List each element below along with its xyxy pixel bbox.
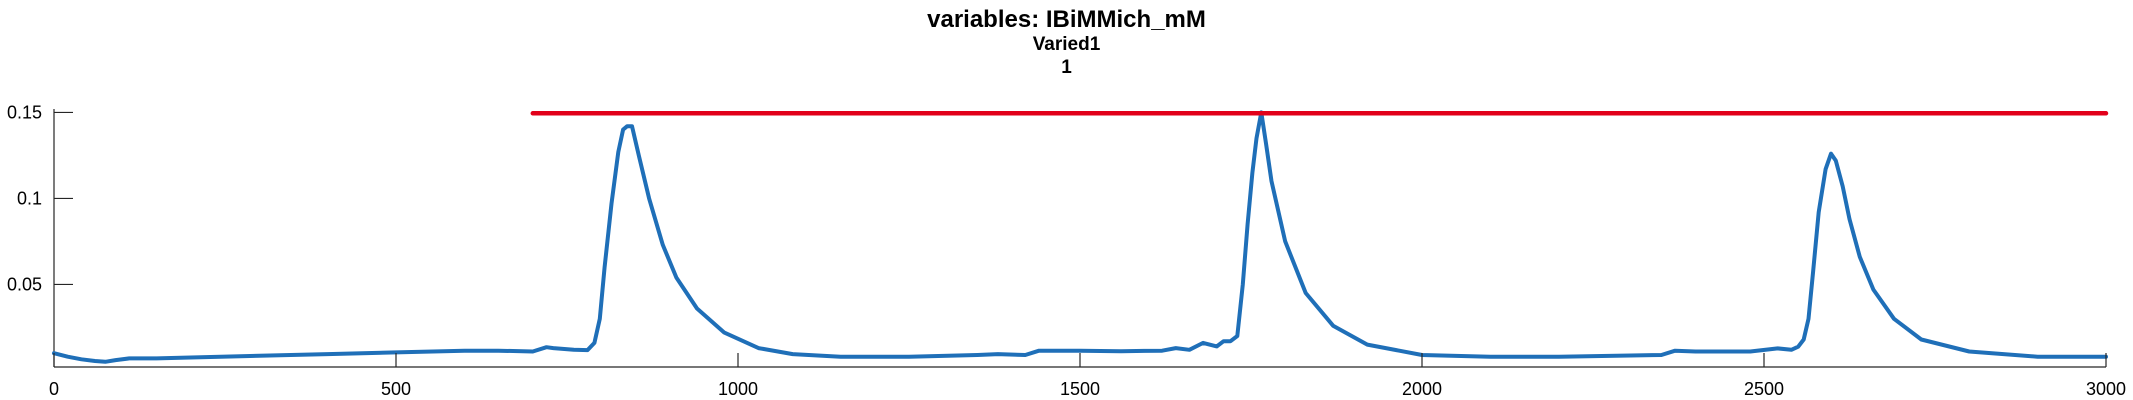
x-tick-label: 0 [49, 379, 59, 399]
series-line [52, 110, 2108, 364]
tick-marks: 0 500 1000 1500 2000 2500 3000 0.05 0.1 0.15 [7, 102, 2126, 399]
x-tick-label: 3000 [2086, 379, 2126, 399]
y-tick-label: 0.15 [7, 102, 42, 122]
y-tick-label: 0.05 [7, 274, 42, 294]
y-tick-label: 0.1 [17, 188, 42, 208]
chart-title-block: variables: IBiMMich_mM Varied1 1 [0, 6, 2133, 79]
plot-area [52, 110, 2109, 364]
chart-run-label: 1 [1061, 56, 1072, 78]
x-tick-label: 500 [381, 379, 411, 399]
chart-subtitle: Varied1 [1032, 34, 1101, 56]
x-tick-label: 2500 [1744, 379, 1784, 399]
x-tick-label: 1500 [1060, 379, 1100, 399]
x-tick-label: 1000 [718, 379, 758, 399]
x-tick-label: 2000 [1402, 379, 1442, 399]
axes [53, 109, 2106, 368]
chart-title: variables: IBiMMich_mM [927, 6, 1206, 33]
